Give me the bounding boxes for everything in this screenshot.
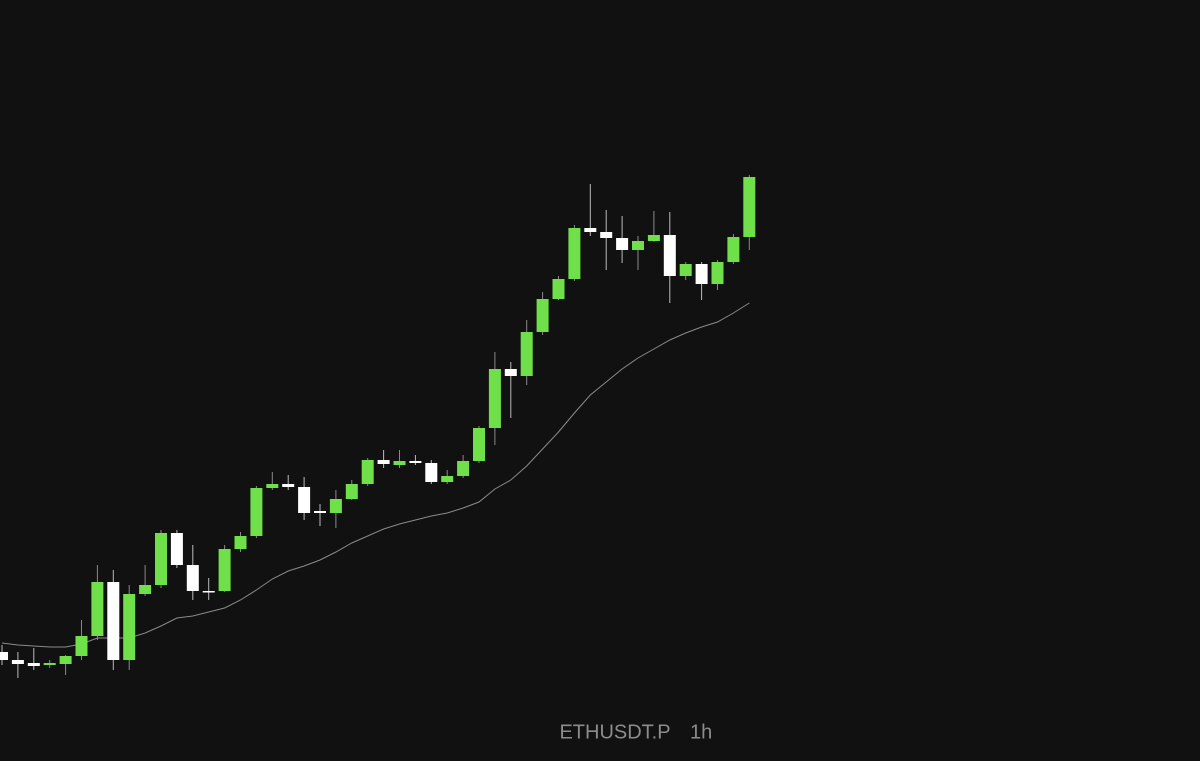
candle-body xyxy=(473,428,485,461)
candle-body xyxy=(520,332,533,376)
candle-body xyxy=(11,660,24,664)
candle-body xyxy=(679,264,692,276)
candle-body xyxy=(711,262,724,284)
candle-body xyxy=(329,499,342,513)
candle-body xyxy=(504,369,517,376)
candle-body xyxy=(377,460,390,464)
candle-body xyxy=(250,488,263,536)
candle-body xyxy=(361,460,374,484)
candle-body xyxy=(552,279,565,299)
candle-body xyxy=(107,582,120,660)
candle-body xyxy=(91,582,104,636)
candle-body xyxy=(345,484,358,499)
candle-body xyxy=(0,652,8,660)
candle-body xyxy=(488,369,501,428)
candle-body xyxy=(441,476,454,482)
candle-body xyxy=(425,463,438,482)
candle-body xyxy=(186,565,199,591)
symbol-label: ETHUSDT.P xyxy=(559,721,670,743)
candle-body xyxy=(59,656,72,664)
candle-body xyxy=(600,232,613,238)
candle-body xyxy=(743,177,756,237)
interval-label: 1h xyxy=(690,721,712,743)
candle-body xyxy=(409,461,422,463)
candle-body xyxy=(27,663,40,666)
candle-body xyxy=(75,636,88,656)
candle-body xyxy=(202,591,215,593)
candle-body xyxy=(155,533,167,585)
candle-body xyxy=(695,264,708,284)
candle-body xyxy=(266,484,279,488)
candle-body xyxy=(298,487,311,513)
plot-area xyxy=(0,175,756,678)
candle-body xyxy=(568,228,581,279)
candle-body xyxy=(218,549,231,591)
candle-body xyxy=(536,299,549,332)
candle-body xyxy=(616,238,629,250)
candle-body xyxy=(727,237,740,262)
candle-body xyxy=(647,235,660,241)
candle-body xyxy=(457,461,470,476)
candle-body xyxy=(584,228,597,232)
candle-body xyxy=(123,594,136,660)
candle-body xyxy=(314,511,326,513)
candle-body xyxy=(632,241,644,250)
candle-body xyxy=(282,484,295,487)
candle-body xyxy=(663,235,676,276)
candle-body xyxy=(234,536,247,549)
candle-body xyxy=(43,663,56,665)
candle-body xyxy=(170,533,183,565)
candle-body xyxy=(139,585,152,594)
candle-body xyxy=(393,461,406,465)
